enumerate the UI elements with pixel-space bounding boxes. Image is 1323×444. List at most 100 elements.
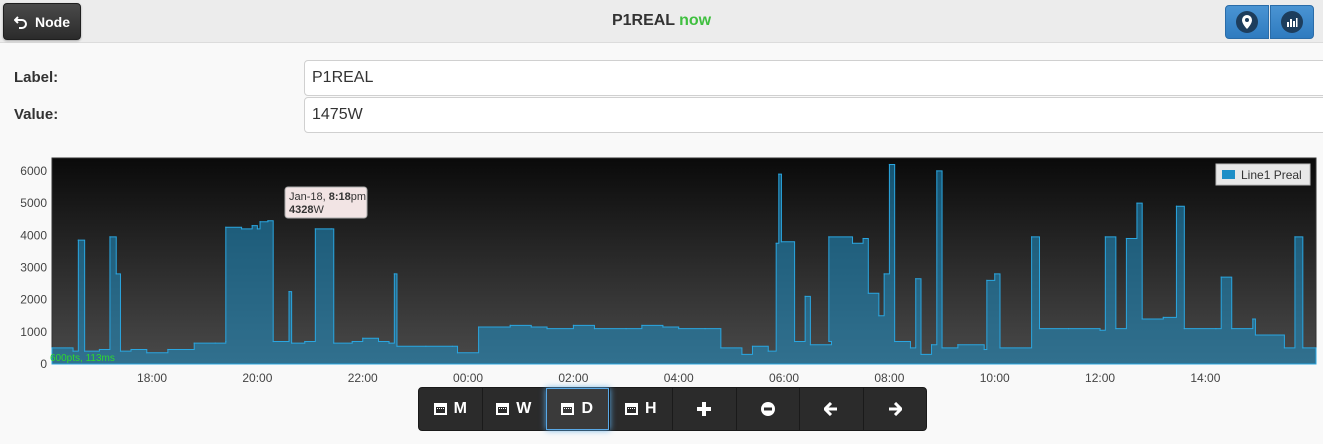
tooltip-box [284, 186, 368, 219]
data-point [930, 344, 933, 346]
x-tick-label: 20:00 [242, 371, 272, 385]
label-field[interactable]: P1REAL [304, 60, 1323, 96]
calendar-icon [433, 403, 447, 415]
data-point [957, 344, 959, 346]
data-point [1067, 327, 1070, 330]
data-point [778, 173, 780, 175]
data-point [1215, 327, 1217, 330]
x-tick-label: 22:00 [348, 371, 378, 385]
data-point [1294, 236, 1296, 238]
data-point [641, 324, 643, 326]
toolbar-button-label: H [644, 400, 657, 417]
data-point [362, 337, 364, 339]
status-text: now [679, 12, 712, 29]
data-point [98, 348, 100, 351]
data-point [1302, 347, 1304, 349]
data-point [530, 326, 532, 328]
data-point [1252, 318, 1254, 320]
series-area-0 [51, 163, 1317, 365]
data-point [830, 340, 833, 343]
calendar-icon [496, 403, 510, 415]
page-title: P1REAL now [0, 12, 1323, 30]
x-tick-label: 02:00 [558, 371, 588, 385]
data-point [888, 163, 891, 166]
data-point [272, 340, 274, 343]
range-h-button[interactable]: H [610, 388, 673, 430]
data-point [894, 340, 896, 343]
arrow-right-button[interactable] [864, 388, 927, 430]
y-tick-label: 1000 [20, 325, 47, 339]
back-button[interactable]: Node [3, 3, 81, 40]
minus-button[interactable] [737, 388, 800, 430]
data-point [330, 228, 332, 230]
x-tick-label: 06:00 [769, 371, 799, 385]
range-d-button[interactable]: D [546, 388, 610, 430]
arrow-left-button[interactable] [800, 388, 864, 430]
power-chart[interactable]: 0 1000 2000 3000 4000 5000 6000 18:00 20:00 22:00… [0, 150, 1323, 387]
toolbar-button-label: W [516, 400, 532, 417]
x-tick-label: 00:00 [453, 371, 483, 385]
toolbar-button-label: M [453, 400, 467, 417]
data-point [1099, 329, 1101, 331]
data-point [546, 327, 548, 330]
graph-button[interactable] [1270, 5, 1314, 39]
data-point [478, 326, 480, 328]
data-point [291, 342, 293, 344]
data-point [986, 279, 988, 281]
bar-chart-icon [1281, 11, 1303, 33]
tooltip-date: Jan-18, 8:18pm [289, 191, 366, 203]
data-point [920, 353, 922, 355]
x-tick-label: 14:00 [1190, 371, 1220, 385]
data-point [572, 324, 575, 326]
value-caption: Value: [14, 106, 59, 123]
data-point [72, 350, 74, 352]
data-point [259, 221, 261, 223]
data-point [1175, 205, 1178, 207]
data-point [662, 326, 664, 328]
y-tick-label: 4000 [20, 228, 47, 242]
data-point [425, 345, 427, 347]
data-point [193, 342, 195, 344]
data-point [146, 352, 148, 354]
data-point [593, 327, 596, 330]
data-point [225, 226, 227, 228]
data-point [109, 236, 111, 238]
x-tick-label: 04:00 [664, 371, 694, 385]
undo-arrow-icon [14, 15, 27, 29]
legend: Line1 Preal [1215, 163, 1311, 186]
data-point [288, 290, 290, 293]
x-tick-label: 08:00 [874, 371, 904, 385]
data-point [451, 345, 453, 347]
data-point [983, 348, 985, 351]
data-point [780, 241, 783, 243]
data-point [388, 342, 390, 344]
range-m-button[interactable]: M [419, 388, 483, 430]
minus-icon [760, 402, 775, 416]
data-point [456, 352, 459, 354]
data-point [1031, 236, 1033, 238]
plus-button[interactable] [673, 388, 737, 430]
map-marker-icon [1236, 11, 1258, 33]
calendar-icon [624, 403, 638, 415]
data-point [828, 236, 830, 238]
data-point [77, 239, 79, 241]
y-tick-label: 5000 [20, 196, 47, 210]
data-point [1231, 327, 1233, 330]
data-point [804, 295, 806, 298]
data-point [767, 350, 769, 352]
map-button[interactable] [1225, 5, 1269, 39]
value-field[interactable]: 1475W [304, 97, 1323, 133]
data-point [720, 347, 722, 349]
data-point [333, 342, 335, 344]
data-point [119, 350, 122, 352]
range-w-button[interactable]: W [483, 388, 546, 430]
data-point [999, 347, 1001, 349]
node-title: P1REAL [611, 12, 676, 29]
data-point [883, 273, 885, 275]
data-point [1220, 276, 1222, 278]
data-point [251, 224, 253, 227]
data-point [1183, 327, 1185, 330]
data-point [304, 340, 306, 343]
y-tick-label: 2000 [20, 293, 47, 307]
